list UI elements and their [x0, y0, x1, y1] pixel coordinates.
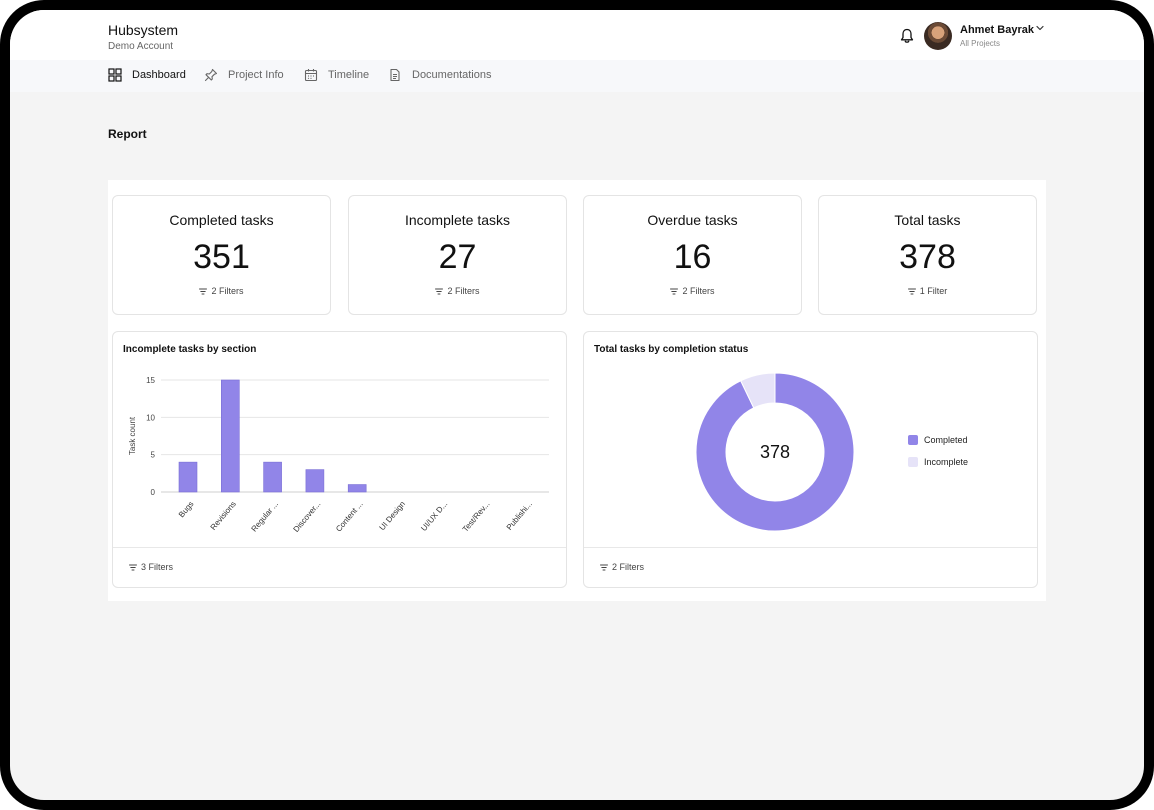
user-name: Ahmet Bayrak: [960, 24, 1034, 36]
filter-label: 3 Filters: [141, 562, 174, 572]
stat-card-total[interactable]: Total tasks 378 1 Filter: [818, 195, 1037, 315]
x-tick-label: Content ...: [334, 500, 365, 534]
tab-dashboard[interactable]: Dashboard: [108, 68, 186, 82]
bar: [178, 461, 198, 493]
tab-documentations-label: Documentations: [412, 69, 492, 81]
bar: [305, 469, 325, 493]
legend-label: Completed: [924, 435, 968, 445]
y-tick-label: 15: [146, 376, 155, 385]
tab-project-info-label: Project Info: [228, 69, 284, 81]
filter-chip[interactable]: 1 Filter: [819, 286, 1036, 296]
stat-value: 16: [673, 238, 712, 276]
tab-documentations[interactable]: Documentations: [388, 68, 492, 82]
tab-timeline-label: Timeline: [328, 69, 370, 81]
filter-chip[interactable]: 2 Filters: [600, 562, 644, 572]
legend-swatch: [908, 435, 918, 445]
filter-label: 2 Filters: [682, 286, 715, 296]
tab-timeline[interactable]: Timeline: [304, 68, 369, 82]
donut-chart: [695, 372, 855, 532]
stat-card-incomplete[interactable]: Incomplete tasks 27 2 Filters: [348, 195, 567, 315]
filter-label: 2 Filters: [211, 286, 244, 296]
x-tick-label: Publishi...: [505, 500, 534, 532]
bar-chart: 0 5 10 15 Task count Bugs Revisions Regular ...…: [128, 376, 549, 534]
x-tick-label: Regular ...: [250, 500, 281, 534]
account-name: Demo Account: [108, 41, 174, 52]
filter-icon: [199, 288, 208, 294]
stat-title: Completed tasks: [169, 212, 274, 228]
chart-footer: 3 Filters: [113, 547, 566, 587]
chart-title: Incomplete tasks by section: [123, 344, 257, 355]
filter-icon: [600, 564, 608, 570]
filter-label: 1 Filter: [919, 286, 948, 296]
donut-center-label: 378: [759, 442, 791, 462]
filter-icon: [670, 288, 679, 294]
legend-swatch: [908, 457, 918, 467]
y-tick-label: 10: [146, 413, 155, 422]
tab-project-info[interactable]: Project Info: [204, 68, 284, 82]
stat-card-overdue[interactable]: Overdue tasks 16 2 Filters: [583, 195, 802, 315]
user-subtitle: All Projects: [960, 39, 1001, 48]
donut-chart-card: Total tasks by completion status 378 Com…: [583, 331, 1038, 588]
x-tick-label: Discover...: [292, 500, 323, 534]
bar: [221, 379, 240, 493]
user-menu[interactable]: Ahmet Bayrak All Projects: [960, 24, 1034, 48]
report-panel: Completed tasks 351 2 Filters Incomplete…: [108, 180, 1046, 601]
filter-label: 2 Filters: [612, 562, 645, 572]
avatar[interactable]: [924, 22, 952, 50]
grid-icon: [108, 68, 122, 82]
bell-icon[interactable]: [900, 28, 914, 44]
filter-chip[interactable]: 2 Filters: [113, 286, 330, 296]
y-axis-label: Task count: [128, 416, 137, 455]
chart-legend: Completed Incomplete: [908, 435, 968, 479]
donut-slice: [740, 372, 776, 409]
stat-value: 351: [193, 238, 250, 276]
filter-chip[interactable]: 2 Filters: [584, 286, 801, 296]
x-tick-label: Revisions: [209, 500, 238, 532]
bar-chart-card: Incomplete tasks by section 0 5 10 15 Task c…: [112, 331, 567, 588]
filter-label: 2 Filters: [447, 286, 480, 296]
chevron-down-icon[interactable]: [1035, 24, 1045, 32]
document-icon: [390, 68, 400, 82]
stat-title: Total tasks: [894, 212, 961, 228]
stat-card-completed[interactable]: Completed tasks 351 2 Filters: [112, 195, 331, 315]
brand[interactable]: Hubsystem Demo Account: [108, 22, 178, 52]
stat-value: 27: [438, 238, 477, 276]
legend-item-completed: Completed: [908, 435, 968, 445]
filter-chip[interactable]: 3 Filters: [129, 562, 173, 572]
filter-icon: [435, 288, 444, 294]
nav-bar: Dashboard Project Info Timeline: [10, 60, 1144, 92]
chart-footer: 2 Filters: [584, 547, 1037, 587]
stat-title: Overdue tasks: [647, 212, 738, 228]
x-tick-label: Test/Rev...: [461, 500, 492, 534]
x-tick-label: UI/UX D...: [419, 500, 449, 533]
app-screen: Hubsystem Demo Account Ahmet Bayrak All …: [10, 10, 1144, 800]
tab-dashboard-label: Dashboard: [132, 69, 186, 81]
filter-icon: [907, 288, 916, 294]
pin-icon: [204, 68, 218, 82]
bar: [347, 484, 367, 493]
filter-icon: [129, 564, 137, 570]
x-tick-label: UI Design: [378, 500, 407, 533]
x-tick-label: Bugs: [177, 500, 196, 520]
filter-chip[interactable]: 2 Filters: [349, 286, 566, 296]
y-tick-label: 5: [151, 451, 156, 460]
top-bar: Hubsystem Demo Account Ahmet Bayrak All …: [10, 10, 1144, 60]
chart-title: Total tasks by completion status: [594, 344, 749, 355]
app-name: Hubsystem: [108, 22, 179, 38]
bar: [263, 461, 282, 493]
y-tick-label: 0: [151, 488, 156, 497]
stat-value: 378: [899, 238, 956, 276]
donut-slice: [695, 372, 855, 532]
legend-label: Incomplete: [924, 457, 969, 467]
stat-title: Incomplete tasks: [404, 212, 511, 228]
calendar-icon: [304, 69, 318, 82]
page-title: Report: [108, 127, 147, 141]
legend-item-incomplete: Incomplete: [908, 457, 968, 467]
